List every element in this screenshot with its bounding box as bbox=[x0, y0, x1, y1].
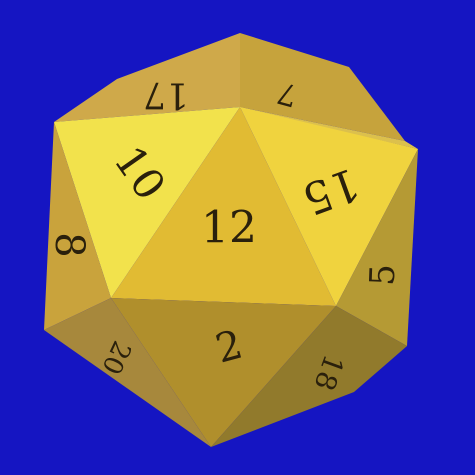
face-left bbox=[44, 122, 111, 330]
face-top-left bbox=[54, 33, 240, 122]
face-number-5: 5 bbox=[363, 263, 404, 286]
face-number-12: 12 bbox=[201, 203, 257, 254]
face-number-8: 8 bbox=[46, 232, 92, 257]
face-right bbox=[336, 149, 418, 346]
face-bottom-right bbox=[211, 306, 407, 447]
face-upper-right bbox=[240, 107, 418, 306]
d20-die: 17 7 10 12 15 8 5 2 20 18 bbox=[44, 33, 418, 447]
face-number-17: 17 bbox=[143, 74, 189, 115]
face-bottom-center bbox=[111, 298, 336, 447]
face-upper-left bbox=[54, 107, 240, 298]
face-top-right bbox=[240, 33, 405, 141]
face-bottom-left bbox=[44, 298, 211, 447]
face-center bbox=[111, 107, 336, 306]
